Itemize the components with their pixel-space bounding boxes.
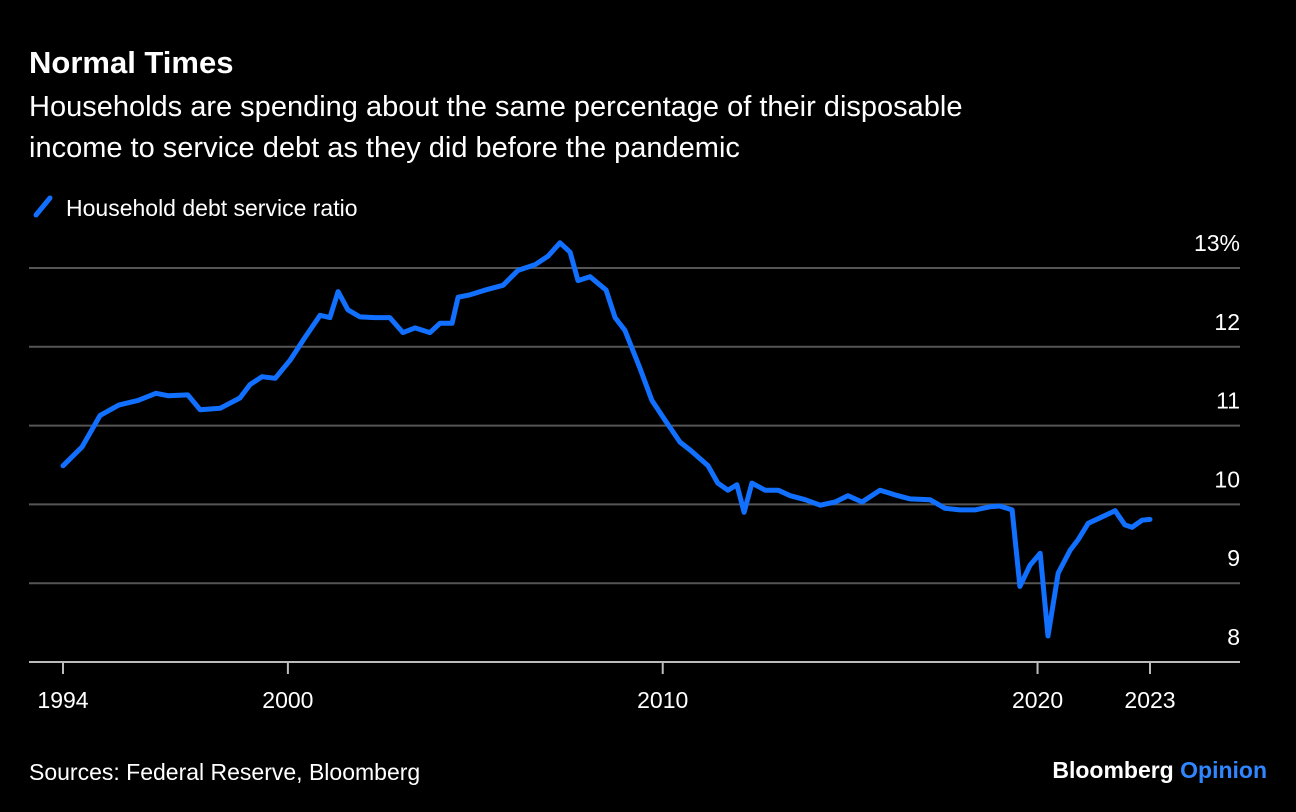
x-tick-label: 1994 [37,687,88,713]
chart-subtitle: income to service debt as they did befor… [29,132,740,164]
y-tick-label: 12 [1214,309,1240,335]
legend-swatch [33,195,53,218]
brand: Bloomberg Opinion [1052,757,1267,783]
x-tick-label: 2010 [637,687,688,713]
legend-label: Household debt service ratio [66,195,358,221]
y-tick-label: 10 [1214,466,1240,492]
chart-title: Normal Times [29,45,233,80]
chart-subtitle: Households are spending about the same p… [29,91,962,123]
y-tick-label: 8 [1227,624,1240,650]
x-tick-label: 2023 [1124,687,1175,713]
y-tick-label: 9 [1227,545,1240,571]
brand-sub: Opinion [1180,757,1267,783]
y-tick-label: 11 [1216,388,1240,414]
y-tick-label: 13% [1194,230,1240,256]
source-note: Sources: Federal Reserve, Bloomberg [29,759,420,785]
x-tick-label: 2020 [1012,687,1063,713]
data-line [60,240,1153,639]
x-tick-label: 2000 [262,687,313,713]
brand-name: Bloomberg [1052,757,1173,783]
